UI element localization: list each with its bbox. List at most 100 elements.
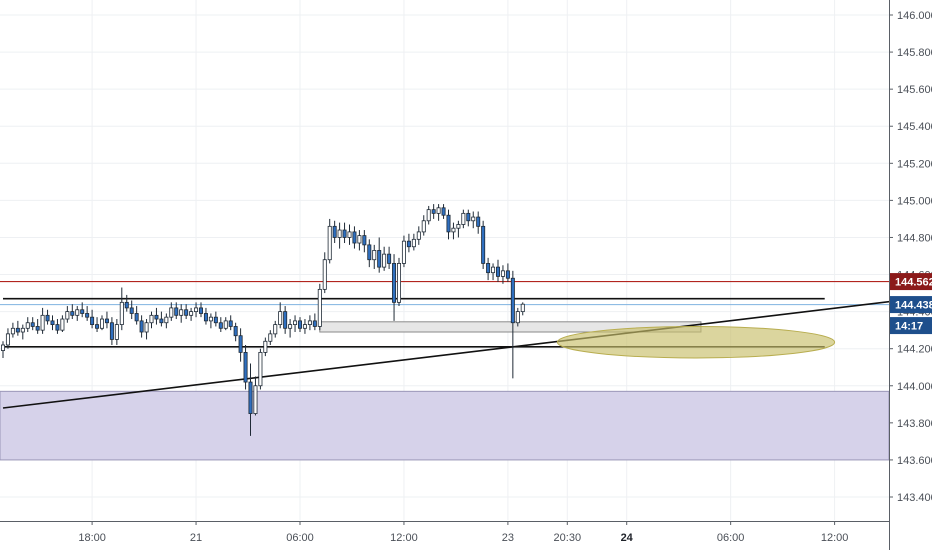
- candle-body: [179, 309, 184, 316]
- x-tick-label: 18:00: [78, 532, 106, 544]
- candle-body: [35, 326, 40, 331]
- y-tick-label: 144.800: [897, 232, 932, 244]
- candle-body: [40, 314, 45, 331]
- candle-body: [80, 309, 85, 314]
- candle-body: [95, 324, 100, 329]
- candle-body: [327, 225, 332, 261]
- candle-body: [75, 309, 80, 316]
- candle-body: [268, 333, 273, 342]
- candle-body: [228, 320, 233, 327]
- candle-body: [65, 311, 70, 320]
- candle-body: [307, 320, 312, 325]
- x-tick-label: 06:00: [286, 532, 314, 544]
- candle-body: [10, 327, 15, 335]
- candle-body: [297, 320, 302, 329]
- candle-body: [233, 326, 238, 337]
- highlight-ellipse[interactable]: [556, 325, 836, 359]
- overlay-shapes[interactable]: [556, 325, 836, 359]
- y-tick-label: 144.200: [897, 344, 932, 356]
- price-tag-label: 144.438: [895, 300, 932, 312]
- candle-body: [129, 307, 134, 314]
- candle-body: [441, 207, 446, 216]
- candle-body: [421, 220, 426, 233]
- candle-body: [302, 324, 307, 329]
- x-tick-label: 12:00: [390, 532, 418, 544]
- candle-body: [387, 253, 392, 264]
- candle-body: [322, 259, 327, 290]
- candle-body: [515, 311, 520, 324]
- candle-body: [253, 385, 258, 414]
- y-tick-label: 145.800: [897, 47, 932, 59]
- x-tick-label: 24: [621, 532, 634, 544]
- candle-body: [406, 240, 411, 248]
- candle-body: [372, 250, 377, 261]
- candle-body: [273, 324, 278, 335]
- x-tick-label: 06:00: [717, 532, 745, 544]
- candle-body: [431, 209, 436, 214]
- candle-body: [159, 318, 164, 324]
- candle-body: [134, 313, 139, 322]
- y-tick-label: 145.600: [897, 84, 932, 96]
- candle-body: [55, 324, 60, 331]
- candle-body: [481, 225, 486, 264]
- candle-body: [90, 316, 95, 325]
- candle-body: [411, 238, 416, 248]
- y-tick-label: 144.000: [897, 381, 932, 393]
- candle-body: [367, 244, 372, 261]
- candle-body: [293, 320, 298, 325]
- candle-body: [154, 314, 159, 320]
- candle-body: [213, 316, 218, 324]
- candle-body: [109, 322, 114, 340]
- x-tick-label: 23: [502, 532, 514, 544]
- candle-body: [218, 322, 223, 329]
- candle-body: [466, 212, 471, 222]
- candle-body: [446, 214, 451, 233]
- candle-body: [238, 335, 243, 353]
- candle-body: [20, 327, 25, 333]
- candle-body: [317, 288, 322, 327]
- candle-body: [30, 322, 35, 327]
- candle-body: [208, 316, 213, 322]
- candle-body: [124, 301, 129, 309]
- trendline[interactable]: [2, 299, 900, 409]
- candle-body: [169, 307, 174, 318]
- candle-body: [426, 209, 431, 222]
- candle-body: [243, 351, 248, 383]
- candle-body: [520, 303, 525, 313]
- candle-body: [85, 313, 90, 318]
- price-tag-label: 144.562: [895, 277, 932, 289]
- x-tick-label: 20:30: [554, 532, 582, 544]
- candle-body: [357, 235, 362, 244]
- candle-body: [461, 212, 466, 225]
- y-tick-label: 143.800: [897, 418, 932, 430]
- candle-body: [104, 318, 109, 324]
- candle-body: [486, 263, 491, 274]
- candle-body: [278, 311, 283, 325]
- candle-body: [505, 270, 510, 279]
- candle-body: [203, 313, 208, 322]
- candle-body: [194, 307, 199, 313]
- candle-body: [258, 351, 263, 387]
- candle-body: [347, 231, 352, 238]
- candle-body: [342, 229, 347, 238]
- candle-body: [45, 314, 50, 322]
- drawn-zones[interactable]: [0, 321, 890, 461]
- candle-body: [50, 320, 55, 325]
- candle-body: [500, 270, 505, 277]
- candle-body: [100, 318, 105, 329]
- candle-body: [377, 250, 382, 268]
- candle-body: [332, 225, 337, 238]
- x-tick-label: 21: [190, 532, 202, 544]
- price-tag-label: 14:17: [895, 321, 923, 333]
- demand-zone[interactable]: [0, 390, 890, 461]
- candle-body: [352, 231, 357, 244]
- candle-body: [263, 340, 268, 353]
- candle-body: [248, 381, 253, 414]
- candle-body: [510, 277, 515, 324]
- y-tick-label: 145.400: [897, 121, 932, 133]
- candle-body: [476, 216, 481, 227]
- candle-body: [15, 327, 20, 333]
